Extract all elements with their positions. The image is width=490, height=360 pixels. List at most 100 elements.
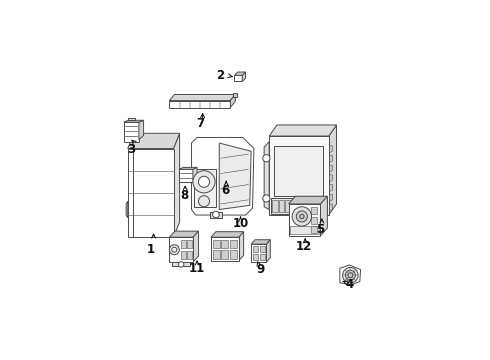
Polygon shape	[239, 232, 244, 261]
Bar	[286, 201, 291, 212]
Text: 7: 7	[196, 117, 205, 130]
Circle shape	[263, 155, 270, 162]
Polygon shape	[128, 133, 180, 149]
Bar	[181, 240, 186, 248]
Polygon shape	[289, 204, 320, 236]
Bar	[279, 201, 284, 212]
Bar	[272, 201, 277, 212]
Text: 10: 10	[232, 217, 249, 230]
Bar	[213, 240, 220, 248]
Polygon shape	[330, 165, 332, 172]
Polygon shape	[126, 201, 128, 218]
Bar	[313, 201, 318, 212]
Polygon shape	[242, 72, 245, 81]
Polygon shape	[329, 125, 337, 215]
Polygon shape	[251, 244, 267, 262]
Polygon shape	[195, 169, 217, 207]
Polygon shape	[170, 100, 230, 108]
Bar	[299, 201, 305, 212]
Polygon shape	[330, 146, 332, 153]
Bar	[187, 240, 192, 248]
Bar	[252, 246, 258, 252]
Polygon shape	[289, 196, 327, 204]
Circle shape	[292, 207, 312, 226]
Text: 6: 6	[221, 184, 230, 197]
Bar	[290, 226, 319, 234]
Polygon shape	[128, 149, 173, 237]
Polygon shape	[172, 262, 190, 266]
Polygon shape	[193, 167, 197, 180]
Bar	[213, 250, 220, 258]
Bar	[260, 254, 265, 260]
Circle shape	[343, 267, 358, 283]
Polygon shape	[269, 136, 329, 215]
Polygon shape	[340, 265, 361, 285]
Polygon shape	[123, 120, 144, 122]
Polygon shape	[330, 156, 332, 162]
Polygon shape	[219, 143, 251, 210]
Polygon shape	[192, 138, 254, 215]
Circle shape	[178, 262, 184, 267]
Bar	[311, 207, 317, 214]
Polygon shape	[320, 196, 327, 236]
Polygon shape	[211, 237, 239, 261]
Text: 1: 1	[147, 243, 155, 256]
Bar	[274, 146, 323, 195]
Bar	[319, 201, 325, 212]
Circle shape	[193, 171, 215, 193]
Polygon shape	[193, 231, 198, 262]
Circle shape	[263, 195, 270, 202]
Bar	[292, 201, 298, 212]
Polygon shape	[235, 75, 242, 81]
Polygon shape	[267, 240, 270, 262]
Circle shape	[198, 176, 210, 187]
Text: 5: 5	[316, 223, 324, 236]
Polygon shape	[179, 167, 197, 169]
Circle shape	[296, 211, 307, 222]
Polygon shape	[173, 133, 180, 237]
Bar	[181, 251, 186, 259]
Circle shape	[348, 273, 353, 278]
Polygon shape	[210, 212, 222, 218]
Polygon shape	[123, 122, 139, 141]
Text: 11: 11	[189, 262, 205, 275]
Polygon shape	[230, 94, 235, 108]
Circle shape	[172, 247, 177, 252]
Bar	[311, 226, 317, 233]
Text: 12: 12	[295, 240, 312, 253]
Bar	[260, 246, 265, 252]
Polygon shape	[235, 72, 245, 75]
Polygon shape	[330, 194, 332, 201]
Polygon shape	[170, 237, 193, 262]
Text: 9: 9	[257, 262, 265, 276]
Circle shape	[345, 270, 355, 280]
Text: 8: 8	[180, 189, 188, 202]
Bar	[230, 250, 237, 258]
Bar	[252, 254, 258, 260]
Bar	[230, 240, 237, 248]
Polygon shape	[330, 175, 332, 182]
Text: 4: 4	[345, 278, 354, 291]
Bar	[306, 201, 311, 212]
Bar	[187, 251, 192, 259]
Polygon shape	[233, 93, 237, 97]
Text: 3: 3	[127, 143, 135, 156]
Bar	[311, 217, 317, 224]
Circle shape	[213, 211, 219, 218]
Polygon shape	[170, 94, 235, 100]
Polygon shape	[211, 232, 244, 237]
Text: 2: 2	[217, 68, 225, 82]
Bar	[221, 240, 228, 248]
Circle shape	[300, 214, 304, 219]
Polygon shape	[330, 204, 332, 211]
Polygon shape	[251, 240, 270, 244]
Polygon shape	[179, 169, 193, 182]
Polygon shape	[264, 141, 269, 210]
Polygon shape	[128, 118, 135, 120]
Bar	[270, 198, 327, 214]
Polygon shape	[330, 185, 332, 192]
Circle shape	[170, 245, 179, 255]
Polygon shape	[139, 120, 144, 140]
Bar	[221, 250, 228, 258]
Polygon shape	[170, 231, 198, 237]
